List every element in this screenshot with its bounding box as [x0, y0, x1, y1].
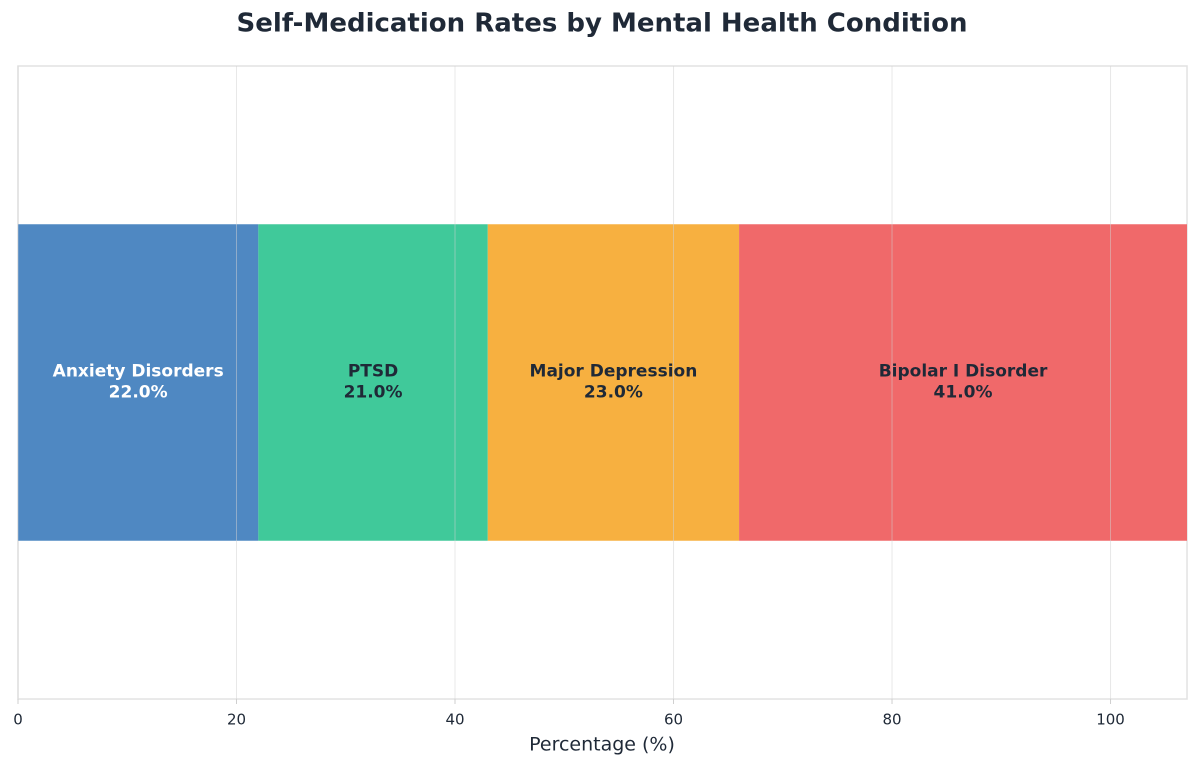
segment-value-label: 22.0% [109, 383, 168, 403]
chart-title: Self-Medication Rates by Mental Health C… [237, 9, 968, 39]
segment-label: Major Depression [530, 362, 698, 382]
x-tick-label: 40 [445, 711, 464, 729]
segment-label: Anxiety Disorders [53, 362, 224, 382]
x-axis-label: Percentage (%) [529, 734, 675, 756]
x-tick-label: 80 [882, 711, 901, 729]
segment-value-label: 23.0% [584, 383, 643, 403]
bar-segment [487, 224, 740, 541]
segment-value-label: 41.0% [934, 383, 993, 403]
bar-segment [739, 224, 1187, 541]
bar-segment [18, 224, 259, 541]
x-tick-label: 60 [664, 711, 683, 729]
segment-value-label: 21.0% [344, 383, 403, 403]
x-tick-label: 100 [1096, 711, 1125, 729]
bar-segment [258, 224, 488, 541]
segment-label: Bipolar I Disorder [879, 362, 1048, 382]
segment-label: PTSD [348, 362, 398, 382]
x-tick-label: 0 [13, 711, 23, 729]
x-tick-label: 20 [227, 711, 246, 729]
